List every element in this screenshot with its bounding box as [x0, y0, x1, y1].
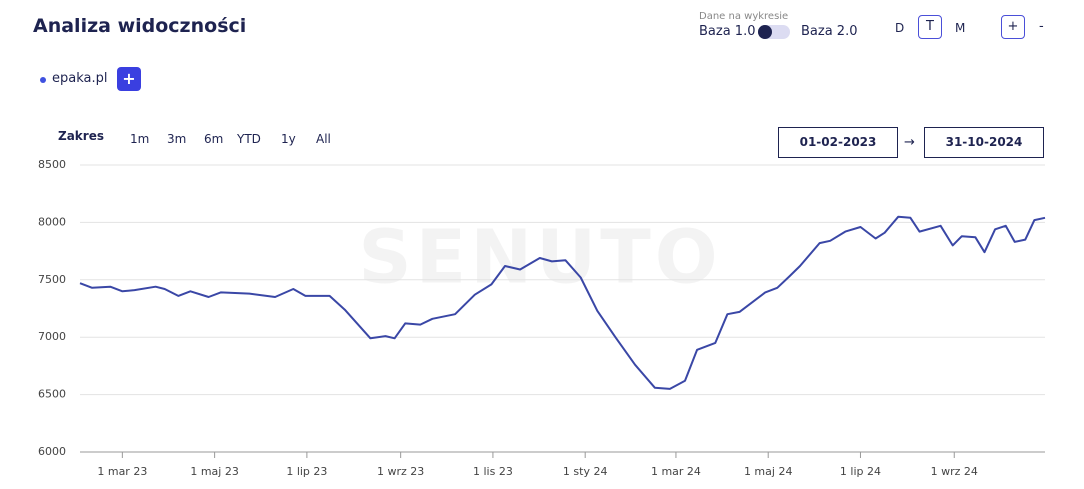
range-option[interactable]: 1y: [281, 132, 296, 146]
zoom-in[interactable]: +: [1001, 15, 1025, 39]
x-tick-label: 1 lip 23: [286, 465, 327, 478]
toggle[interactable]: [758, 25, 790, 39]
y-tick-label: 7500: [38, 273, 66, 286]
option-right[interactable]: Baza 2.0: [801, 24, 858, 39]
source-label: Dane na wykresie: [699, 11, 789, 22]
y-tick-label: 6500: [38, 388, 66, 401]
x-tick-label: 1 sty 24: [563, 465, 608, 478]
x-tick-label: 1 lip 24: [840, 465, 881, 478]
range-option[interactable]: YTD: [237, 132, 261, 146]
y-tick-label: 8000: [38, 215, 66, 228]
range-option[interactable]: 1m: [130, 132, 150, 146]
arrow: →: [904, 135, 915, 150]
x-tick-label: 1 lis 23: [473, 465, 513, 478]
series-line: [79, 215, 1046, 390]
x-tick-label: 1 wrz 24: [931, 465, 978, 478]
y-tick-label: 7000: [38, 330, 66, 343]
legend-dot: [40, 77, 46, 83]
y-tick-label: 6000: [38, 445, 66, 458]
option-left[interactable]: Baza 1.0: [699, 24, 756, 39]
add-series[interactable]: +: [117, 67, 141, 91]
gran-d[interactable]: D: [895, 21, 905, 35]
range-label: Zakres: [58, 129, 104, 143]
x-tick-label: 1 maj 24: [744, 465, 793, 478]
zoom-out[interactable]: -: [1039, 19, 1044, 34]
legend-label[interactable]: epaka.pl: [52, 71, 108, 86]
x-tick-label: 1 maj 23: [190, 465, 239, 478]
date-from[interactable]: 01-02-2023: [778, 127, 898, 158]
range-option[interactable]: All: [316, 132, 331, 146]
gran-m[interactable]: M: [955, 21, 966, 35]
x-tick-label: 1 mar 23: [97, 465, 147, 478]
watermark: SENUTO: [358, 215, 721, 301]
range-option[interactable]: 3m: [167, 132, 187, 146]
range-option[interactable]: 6m: [204, 132, 224, 146]
page-title: Analiza widoczności: [33, 15, 247, 37]
x-tick-label: 1 wrz 23: [377, 465, 424, 478]
y-tick-label: 8500: [38, 158, 66, 171]
gran-t[interactable]: T: [918, 15, 942, 39]
date-to[interactable]: 31-10-2024: [924, 127, 1044, 158]
x-tick-label: 1 mar 24: [651, 465, 701, 478]
